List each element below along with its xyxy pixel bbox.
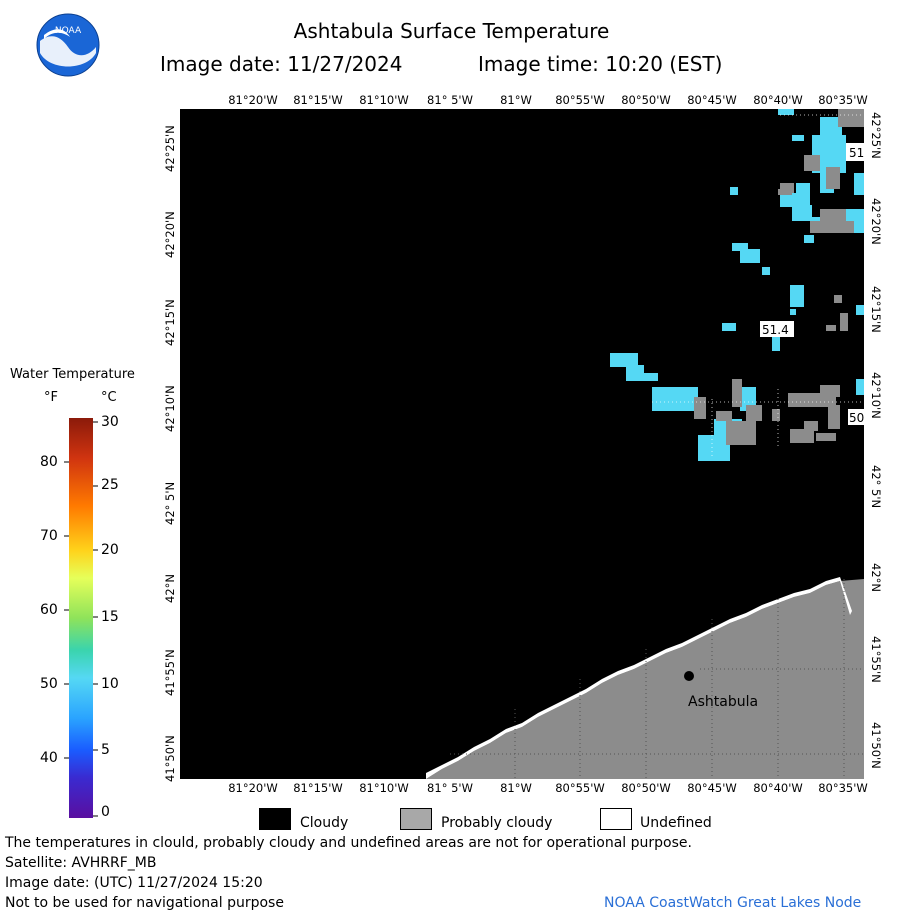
logo-text: NOAA xyxy=(55,26,82,36)
colorbar-unit-f: °F xyxy=(44,390,58,405)
temp-label: 51.4 xyxy=(762,323,789,337)
colorbar-unit-c: °C xyxy=(101,390,117,405)
lon-label: 81°20'W xyxy=(228,93,278,107)
c-tick: 0 xyxy=(101,804,110,820)
lon-label: 80°40'W xyxy=(753,93,803,107)
lat-label: 42°15'N xyxy=(163,299,177,346)
f-tick: 70 xyxy=(40,528,58,544)
lat-label: 42°10'N xyxy=(869,372,883,419)
legend-label-undefined: Undefined xyxy=(640,815,712,831)
image-time: Image time: 10:20 (EST) xyxy=(478,52,723,76)
lat-label: 41°50'N xyxy=(163,735,177,782)
legend-label-probably-cloudy: Probably cloudy xyxy=(441,815,553,831)
lat-label: 42° 5'N xyxy=(163,481,177,525)
lon-label: 81°10'W xyxy=(359,781,409,795)
lon-label: 81° 5'W xyxy=(427,781,473,795)
lon-label: 81°W xyxy=(500,93,532,107)
water-graticule xyxy=(652,114,864,459)
lon-label: 81°10'W xyxy=(359,93,409,107)
noaa-logo: NOAA xyxy=(36,13,100,77)
satellite-text: Satellite: AVHRRF_MB xyxy=(5,855,157,871)
lon-label: 80°55'W xyxy=(555,93,605,107)
lon-label: 80°50'W xyxy=(621,781,671,795)
probably-cloudy-patches xyxy=(694,109,864,445)
legend-swatch-cloudy xyxy=(259,808,291,830)
lon-label: 80°40'W xyxy=(753,781,803,795)
land-area xyxy=(426,585,864,779)
colorbar-ticks xyxy=(64,421,98,817)
utc-date-text: Image date: (UTC) 11/27/2024 15:20 xyxy=(5,875,263,891)
c-tick: 10 xyxy=(101,676,119,692)
f-tick: 80 xyxy=(40,454,58,470)
colorbar-gradient xyxy=(69,418,93,818)
graticule xyxy=(450,579,864,779)
lat-label: 42°10'N xyxy=(163,385,177,432)
lat-label: 42°25'N xyxy=(163,125,177,172)
f-tick: 60 xyxy=(40,602,58,618)
lat-label: 41°55'N xyxy=(869,636,883,683)
temp-label: 50 xyxy=(849,411,864,425)
c-tick: 30 xyxy=(101,414,119,430)
image-date: Image date: 11/27/2024 xyxy=(160,52,403,76)
nav-warning-text: Not to be used for navigational purpose xyxy=(5,895,284,911)
lon-label: 80°45'W xyxy=(687,781,737,795)
temperature-map: Ashtabula xyxy=(180,109,864,779)
lon-label: 81°15'W xyxy=(293,93,343,107)
lon-label: 81°W xyxy=(500,781,532,795)
f-tick: 50 xyxy=(40,676,58,692)
lat-label: 42°25'N xyxy=(869,112,883,159)
lat-label: 41°55'N xyxy=(163,649,177,696)
lat-label: 42°20'N xyxy=(869,198,883,245)
f-tick: 40 xyxy=(40,750,58,766)
ashtabula-marker xyxy=(684,671,694,681)
lon-label: 80°35'W xyxy=(818,93,868,107)
lon-label: 80°45'W xyxy=(687,93,737,107)
c-tick: 5 xyxy=(101,742,110,758)
lat-label: 42°N xyxy=(163,574,177,603)
legend-swatch-probably-cloudy xyxy=(400,808,432,830)
lat-label: 41°50'N xyxy=(869,722,883,769)
legend-label-cloudy: Cloudy xyxy=(300,815,349,831)
lat-label: 42° 5'N xyxy=(869,465,883,509)
ashtabula-label: Ashtabula xyxy=(688,694,758,710)
lat-label: 42°20'N xyxy=(163,211,177,258)
lon-label: 81° 5'W xyxy=(427,93,473,107)
lon-label: 81°20'W xyxy=(228,781,278,795)
colorbar-title: Water Temperature xyxy=(10,367,135,382)
c-tick: 15 xyxy=(101,609,119,625)
lon-label: 81°15'W xyxy=(293,781,343,795)
page-title: Ashtabula Surface Temperature xyxy=(293,19,610,43)
credit-text: NOAA CoastWatch Great Lakes Node xyxy=(604,895,862,911)
lat-label: 42°N xyxy=(869,563,883,592)
c-tick: 20 xyxy=(101,542,119,558)
lon-label: 80°55'W xyxy=(555,781,605,795)
lat-label: 42°15'N xyxy=(869,286,883,333)
c-tick: 25 xyxy=(101,477,119,493)
legend-swatch-undefined xyxy=(600,808,632,830)
lon-label: 80°35'W xyxy=(818,781,868,795)
lon-label: 80°50'W xyxy=(621,93,671,107)
temp-label: 51 xyxy=(849,146,864,160)
disclaimer-text: The temperatures in clould, probably clo… xyxy=(5,835,692,851)
